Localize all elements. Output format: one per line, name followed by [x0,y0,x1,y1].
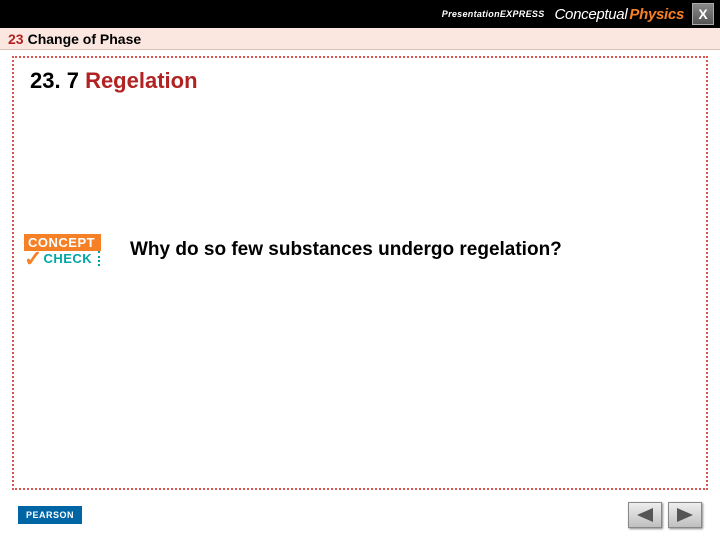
chapter-title: Change of Phase [28,31,142,47]
chapter-bar: 23 Change of Phase [0,28,720,50]
footer: PEARSON [0,496,720,540]
prev-button[interactable] [628,502,662,528]
section-title: Regelation [85,68,197,93]
section-number: 23. 7 [30,68,79,93]
presentation-express-label: PresentationEXPRESS [442,9,545,19]
checkmark-icon: ✓ [24,252,42,266]
concept-check-row: CONCEPT ✓ CHECK Why do so few substances… [24,234,702,266]
brand-conceptual: Conceptual [555,6,628,23]
brand-physics: Physics [629,6,684,23]
arrow-right-icon [677,508,693,522]
pearson-logo: PEARSON [18,506,82,524]
brand-text: Conceptual Physics [555,6,685,23]
next-button[interactable] [668,502,702,528]
question-text: Why do so few substances undergo regelat… [130,239,562,261]
top-bar: PresentationEXPRESS Conceptual Physics X [0,0,720,28]
arrow-left-icon [637,508,653,522]
content-area: 23. 7 Regelation CONCEPT ✓ CHECK Why do … [0,50,720,496]
nav-arrows [628,502,702,528]
section-heading: 23. 7 Regelation [30,68,702,94]
check-label: CHECK [43,251,100,266]
dotted-border [12,56,708,490]
chapter-number: 23 [8,31,24,47]
close-button[interactable]: X [692,3,714,25]
close-icon: X [698,6,707,22]
concept-check-badge: CONCEPT ✓ CHECK [24,234,120,266]
